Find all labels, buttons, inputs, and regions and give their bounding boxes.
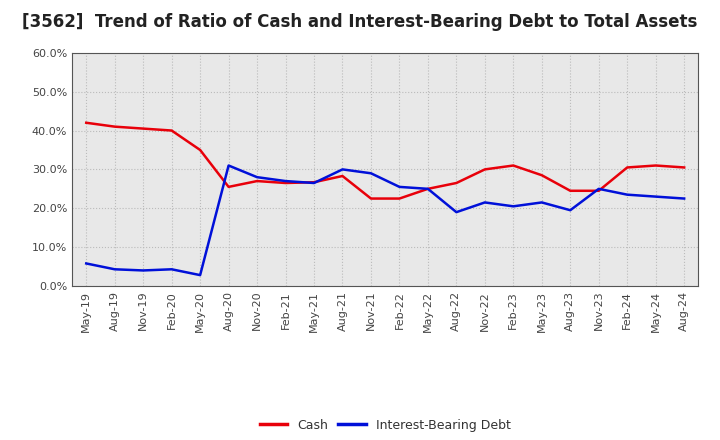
Interest-Bearing Debt — [82, 261, 91, 266]
Interest-Bearing Debt — [139, 268, 148, 273]
Cash — [225, 184, 233, 190]
Interest-Bearing Debt — [566, 208, 575, 213]
Interest-Bearing Debt — [423, 186, 432, 191]
Cash — [537, 172, 546, 178]
Interest-Bearing Debt — [253, 175, 261, 180]
Interest-Bearing Debt — [395, 184, 404, 190]
Interest-Bearing Debt — [537, 200, 546, 205]
Interest-Bearing Debt — [366, 171, 375, 176]
Cash — [139, 126, 148, 131]
Text: [3562]  Trend of Ratio of Cash and Interest-Bearing Debt to Total Assets: [3562] Trend of Ratio of Cash and Intere… — [22, 13, 698, 31]
Interest-Bearing Debt — [196, 272, 204, 278]
Cash — [167, 128, 176, 133]
Interest-Bearing Debt — [310, 180, 318, 186]
Cash — [196, 147, 204, 153]
Interest-Bearing Debt — [338, 167, 347, 172]
Cash — [253, 178, 261, 183]
Cash — [110, 124, 119, 129]
Cash — [623, 165, 631, 170]
Cash — [680, 165, 688, 170]
Cash — [338, 173, 347, 179]
Interest-Bearing Debt — [509, 204, 518, 209]
Interest-Bearing Debt — [623, 192, 631, 197]
Cash — [423, 186, 432, 191]
Cash — [595, 188, 603, 194]
Cash — [509, 163, 518, 168]
Cash — [395, 196, 404, 201]
Interest-Bearing Debt — [595, 186, 603, 191]
Cash — [310, 180, 318, 185]
Line: Cash: Cash — [86, 123, 684, 198]
Interest-Bearing Debt — [652, 194, 660, 199]
Line: Interest-Bearing Debt: Interest-Bearing Debt — [86, 165, 684, 275]
Cash — [480, 167, 489, 172]
Cash — [82, 120, 91, 125]
Interest-Bearing Debt — [282, 178, 290, 183]
Legend: Cash, Interest-Bearing Debt: Cash, Interest-Bearing Debt — [255, 414, 516, 436]
Interest-Bearing Debt — [480, 200, 489, 205]
Interest-Bearing Debt — [110, 267, 119, 272]
Cash — [452, 180, 461, 186]
Interest-Bearing Debt — [680, 196, 688, 201]
Cash — [282, 180, 290, 186]
Interest-Bearing Debt — [167, 267, 176, 272]
Cash — [566, 188, 575, 194]
Interest-Bearing Debt — [225, 163, 233, 168]
Cash — [366, 196, 375, 201]
Interest-Bearing Debt — [452, 209, 461, 215]
Cash — [652, 163, 660, 168]
